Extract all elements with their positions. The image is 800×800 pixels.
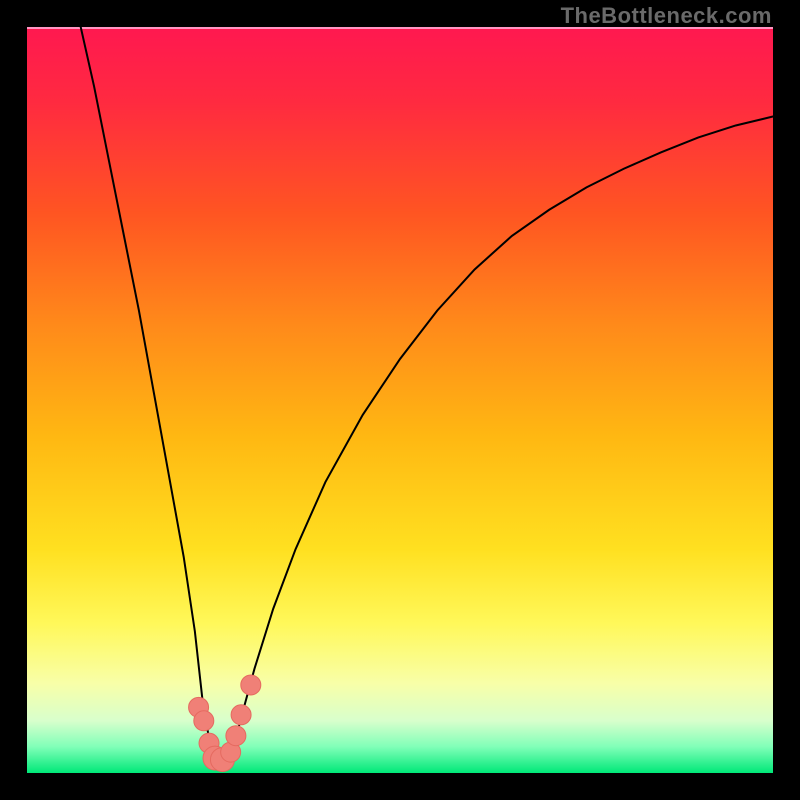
bottleneck-curve — [81, 27, 773, 762]
marker-point — [226, 726, 246, 746]
chart-svg — [27, 27, 773, 773]
marker-point — [231, 705, 251, 725]
plot-area — [27, 27, 773, 773]
watermark-text: TheBottleneck.com — [561, 3, 772, 29]
marker-group — [189, 675, 261, 772]
marker-point — [194, 711, 214, 731]
marker-point — [241, 675, 261, 695]
